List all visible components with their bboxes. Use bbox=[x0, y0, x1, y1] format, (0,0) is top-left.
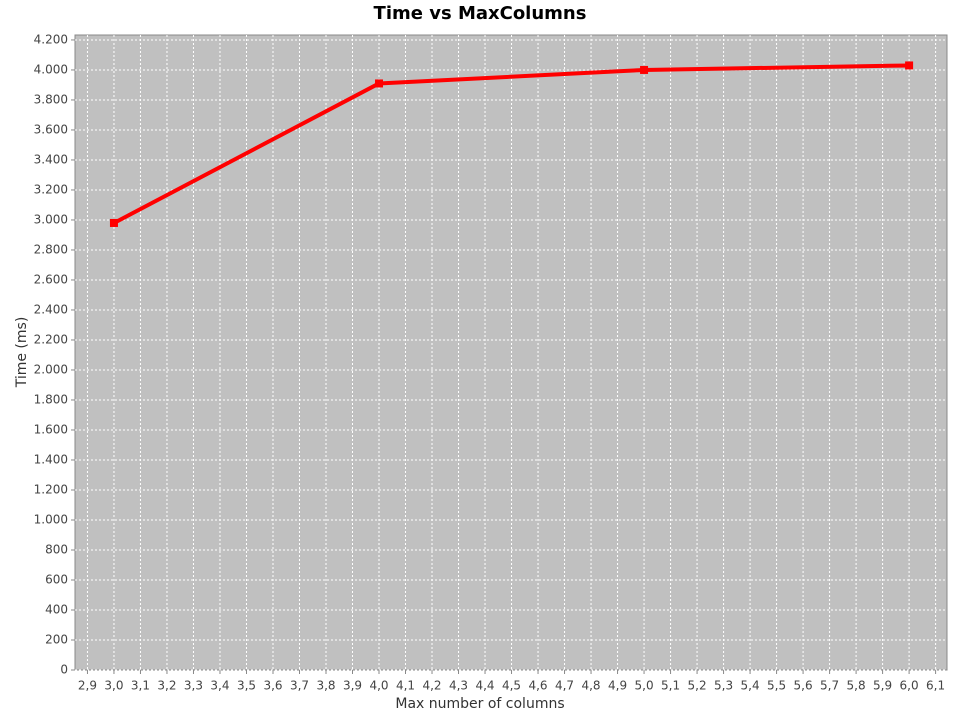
x-tick-label: 4,1 bbox=[396, 679, 415, 693]
x-tick-label: 6,0 bbox=[900, 679, 919, 693]
y-tick-label: 1.800 bbox=[34, 392, 68, 406]
data-point bbox=[905, 61, 914, 70]
x-tick-label: 4,3 bbox=[449, 679, 468, 693]
y-tick-label: 400 bbox=[45, 602, 68, 616]
x-tick-label: 4,6 bbox=[528, 679, 547, 693]
x-axis-label: Max number of columns bbox=[395, 696, 564, 712]
x-tick-label: 3,7 bbox=[290, 679, 309, 693]
x-tick-label: 3,0 bbox=[104, 679, 123, 693]
y-tick-label: 0 bbox=[60, 663, 68, 677]
y-tick-label: 1.600 bbox=[34, 422, 68, 436]
x-tick-label: 5,3 bbox=[714, 679, 733, 693]
x-tick-label: 5,0 bbox=[635, 679, 654, 693]
y-tick-label: 4.200 bbox=[34, 32, 68, 46]
x-tick-label: 5,2 bbox=[688, 679, 707, 693]
y-tick-label: 2.800 bbox=[34, 242, 68, 256]
x-tick-label: 3,4 bbox=[210, 679, 229, 693]
y-tick-label: 200 bbox=[45, 632, 68, 646]
y-tick-label: 2.600 bbox=[34, 272, 68, 286]
data-point bbox=[375, 79, 384, 88]
y-tick-label: 2.000 bbox=[34, 362, 68, 376]
x-tick-label: 5,7 bbox=[820, 679, 839, 693]
x-tick-label: 3,9 bbox=[343, 679, 362, 693]
x-tick-label: 4,7 bbox=[555, 679, 574, 693]
x-tick-label: 3,2 bbox=[157, 679, 176, 693]
y-tick-label: 2.400 bbox=[34, 302, 68, 316]
x-tick-label: 4,2 bbox=[422, 679, 441, 693]
chart-title: Time vs MaxColumns bbox=[374, 3, 587, 24]
x-tick-label: 3,6 bbox=[263, 679, 282, 693]
x-tick-label: 5,8 bbox=[847, 679, 866, 693]
x-tick-label: 4,0 bbox=[369, 679, 388, 693]
y-tick-label: 800 bbox=[45, 542, 68, 556]
x-tick-label: 2,9 bbox=[78, 679, 97, 693]
x-tick-label: 3,3 bbox=[184, 679, 203, 693]
y-tick-label: 3.000 bbox=[34, 212, 68, 226]
y-tick-label: 1.000 bbox=[34, 512, 68, 526]
x-tick-label: 4,5 bbox=[502, 679, 521, 693]
data-point bbox=[640, 65, 649, 74]
y-tick-label: 3.600 bbox=[34, 122, 68, 136]
x-tick-label: 3,8 bbox=[316, 679, 335, 693]
y-axis-label: Time (ms) bbox=[14, 317, 30, 389]
x-tick-label: 5,5 bbox=[767, 679, 786, 693]
x-tick-label: 4,4 bbox=[475, 679, 494, 693]
y-tick-label: 600 bbox=[45, 572, 68, 586]
data-point bbox=[109, 218, 118, 227]
y-tick-label: 1.200 bbox=[34, 482, 68, 496]
x-tick-label: 5,4 bbox=[741, 679, 760, 693]
y-tick-label: 3.400 bbox=[34, 152, 68, 166]
x-tick-label: 5,1 bbox=[661, 679, 680, 693]
x-tick-label: 4,9 bbox=[608, 679, 627, 693]
y-tick-label: 2.200 bbox=[34, 332, 68, 346]
y-tick-label: 3.200 bbox=[34, 182, 68, 196]
y-tick-label: 4.000 bbox=[34, 62, 68, 76]
x-tick-label: 5,9 bbox=[873, 679, 892, 693]
y-tick-label: 1.400 bbox=[34, 452, 68, 466]
y-tick-label: 3.800 bbox=[34, 92, 68, 106]
x-tick-label: 3,5 bbox=[237, 679, 256, 693]
series-line bbox=[113, 63, 910, 225]
x-tick-label: 6,1 bbox=[926, 679, 945, 693]
x-tick-label: 5,6 bbox=[794, 679, 813, 693]
x-tick-label: 4,8 bbox=[581, 679, 600, 693]
x-tick-label: 3,1 bbox=[131, 679, 150, 693]
